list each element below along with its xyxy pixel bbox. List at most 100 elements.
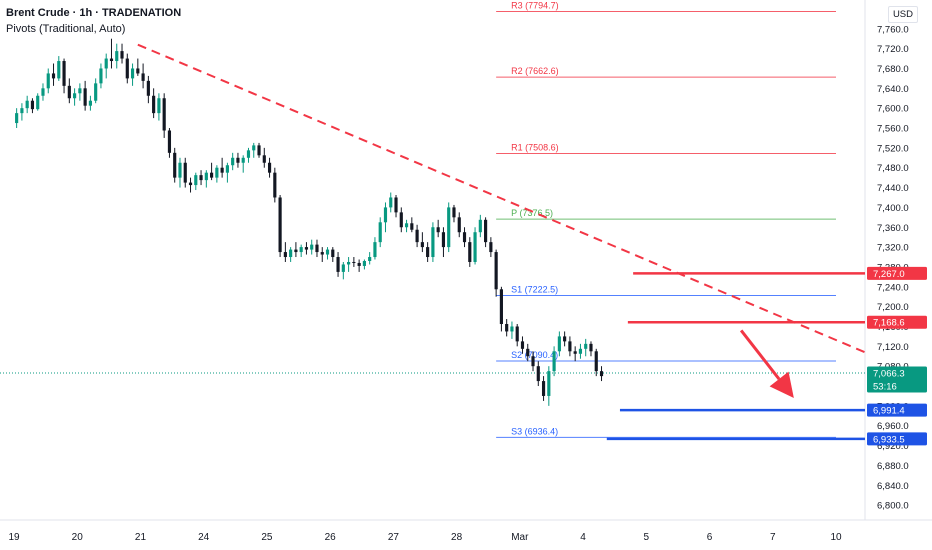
candle-body — [99, 68, 103, 84]
candle-body — [162, 98, 166, 131]
x-tick-label: 21 — [135, 532, 147, 543]
candle-body — [547, 371, 551, 396]
candle-body — [310, 244, 314, 250]
candle-body — [462, 232, 467, 243]
candle-body — [141, 73, 145, 81]
candle-body — [210, 172, 214, 178]
candle-body — [494, 252, 498, 290]
candle-body — [389, 197, 393, 208]
candle-body — [15, 113, 19, 124]
candle-body — [83, 88, 87, 106]
candle-body — [510, 326, 514, 332]
candle-body — [125, 58, 129, 79]
chart-legend: Brent Crude · 1h · TRADENATION Pivots (T… — [6, 5, 181, 37]
resistance-tag-bg — [867, 315, 927, 329]
x-tick-label: 7 — [770, 532, 776, 543]
candle-body — [283, 252, 287, 258]
candle-body — [78, 88, 82, 94]
candle-body — [88, 100, 92, 106]
pivot-label: S1 (7222.5) — [511, 284, 558, 294]
x-tick-label: 6 — [707, 532, 713, 543]
pivot-label: S3 (6936.4) — [511, 426, 558, 436]
candle-body — [420, 242, 424, 248]
y-tick-label: 7,720.0 — [877, 44, 909, 55]
candle-body — [120, 51, 124, 59]
candle-body — [331, 249, 335, 258]
candle-body — [273, 172, 277, 198]
candle-body — [299, 247, 303, 253]
candle-body — [173, 152, 177, 178]
y-tick-label: 7,240.0 — [877, 282, 909, 293]
candle-body — [404, 223, 409, 228]
candle-body — [505, 324, 509, 332]
candle-body — [167, 130, 172, 153]
resistance-tag-bg — [867, 266, 927, 280]
candle-body — [536, 366, 540, 382]
y-tick-label: 7,520.0 — [877, 143, 909, 154]
candle-body — [267, 162, 272, 173]
candle-body — [204, 172, 208, 181]
candle-body — [252, 145, 256, 151]
candle-body — [246, 150, 251, 158]
candle-body — [36, 95, 40, 110]
candle-body — [552, 351, 556, 372]
currency-label[interactable]: USD — [887, 6, 918, 23]
support-tag-text: 6,991.4 — [873, 406, 905, 417]
x-tick-label: 27 — [388, 532, 400, 543]
y-tick-label: 7,400.0 — [877, 203, 909, 214]
candle-body — [373, 242, 377, 258]
x-tick-label: 19 — [8, 532, 20, 543]
x-tick-label: 5 — [644, 532, 650, 543]
candle-body — [573, 351, 577, 354]
support-tag-bg — [867, 403, 927, 417]
trendline — [137, 43, 866, 354]
candle-body — [526, 348, 530, 357]
candle-body — [241, 157, 245, 163]
candle-body — [394, 197, 398, 213]
candle-body — [30, 100, 35, 110]
candle-body — [531, 356, 535, 367]
candle-body — [557, 336, 561, 352]
candle-body — [231, 157, 235, 166]
last-price-tag-text: 7,066.3 — [873, 368, 905, 379]
y-tick-label: 7,360.0 — [877, 223, 909, 234]
x-tick-label: 4 — [580, 532, 586, 543]
y-tick-label: 7,120.0 — [877, 342, 909, 353]
candle-body — [46, 73, 50, 89]
candle-body — [399, 212, 403, 228]
candle-body — [594, 351, 598, 372]
candle-body — [383, 207, 388, 223]
x-tick-label: 20 — [72, 532, 84, 543]
candle-body — [352, 261, 356, 263]
arrow-shaft — [739, 329, 781, 380]
pivot-label: P (7376.5) — [511, 208, 553, 218]
arrow-group — [739, 329, 794, 398]
x-tick-label: 28 — [451, 532, 463, 543]
candle-body — [130, 68, 135, 79]
candle-body — [541, 381, 546, 396]
candle-body — [220, 167, 224, 173]
candle-body — [589, 343, 593, 352]
candle-body — [62, 61, 66, 86]
candle-body — [341, 264, 345, 272]
candle-body — [289, 249, 293, 258]
candle-body — [94, 83, 98, 101]
candle-body — [431, 227, 435, 258]
y-tick-label: 7,600.0 — [877, 104, 909, 115]
y-tick-label: 7,560.0 — [877, 124, 909, 135]
y-tick-label: 6,800.0 — [877, 501, 909, 512]
candle-body — [115, 51, 119, 62]
symbol-title[interactable]: Brent Crude · 1h · TRADENATION — [6, 7, 182, 19]
candle-body — [325, 249, 330, 255]
candle-body — [563, 336, 567, 342]
candle-body — [347, 261, 351, 265]
candle-body — [215, 167, 219, 178]
time-axis[interactable]: 19 20 21 24 25 26 27 28 Mar 4 5 6 7 10 — [8, 532, 842, 543]
candle-body — [57, 61, 61, 79]
candle-body — [336, 257, 340, 272]
candle-body — [183, 162, 187, 183]
horizontal-levels — [0, 272, 865, 441]
indicator-title[interactable]: Pivots (Traditional, Auto) — [6, 23, 126, 35]
candle-body — [25, 100, 29, 109]
